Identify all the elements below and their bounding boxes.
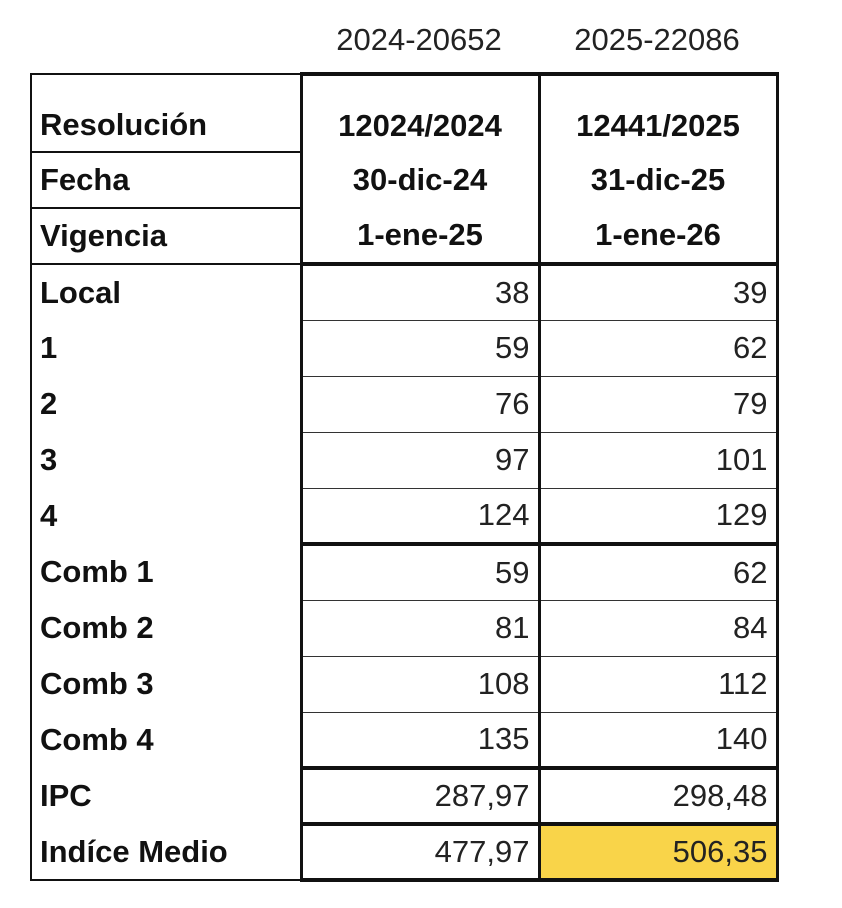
value-cell[interactable]: 76 (299, 376, 541, 433)
value-cell[interactable]: 84 (537, 600, 779, 657)
row-label: Local (30, 264, 301, 320)
value-cell[interactable]: 140 (537, 712, 779, 770)
header-cell[interactable]: 1-ene-25 (299, 208, 541, 264)
row-label: Comb 3 (30, 656, 301, 712)
table-row: 2 76 79 (30, 376, 779, 433)
value-cell[interactable]: 298,48 (537, 766, 779, 826)
value-cell[interactable]: 97 (299, 432, 541, 489)
table-row: Comb 4 135 140 (30, 712, 779, 770)
header-label: Fecha (30, 152, 301, 209)
table-row: 4 124 129 (30, 488, 779, 546)
header-row: Resolución 12024/2024 12441/2025 (30, 72, 779, 153)
table-row: IPC 287,97 298,48 (30, 766, 779, 826)
value-cell[interactable]: 129 (537, 488, 779, 546)
row-label: Comb 4 (30, 712, 301, 768)
table-row: Local 38 39 (30, 262, 779, 321)
header-label: Resolución (30, 73, 301, 153)
column-codes: 2024-20652 2025-22086 (300, 22, 776, 58)
row-label: Indíce Medio (30, 824, 301, 881)
tariff-table: Resolución 12024/2024 12441/2025 Fecha 30-di… (30, 72, 779, 882)
value-cell[interactable]: 79 (537, 376, 779, 433)
value-cell[interactable]: 62 (537, 542, 779, 601)
value-cell[interactable]: 506,35 (537, 822, 779, 882)
value-cell[interactable]: 59 (299, 542, 541, 601)
header-cell[interactable]: 12024/2024 (299, 72, 541, 152)
header-row: Vigencia 1-ene-25 1-ene-26 (30, 208, 779, 265)
header-cell[interactable]: 31-dic-25 (537, 152, 779, 208)
value-cell[interactable]: 287,97 (299, 766, 541, 826)
row-label: 1 (30, 320, 301, 376)
value-cell[interactable]: 108 (299, 656, 541, 713)
value-cell[interactable]: 135 (299, 712, 541, 770)
row-label: 4 (30, 488, 301, 544)
table-row: Comb 3 108 112 (30, 656, 779, 713)
row-label: 3 (30, 432, 301, 488)
row-label: Comb 1 (30, 544, 301, 600)
value-cell[interactable]: 39 (537, 262, 779, 321)
value-cell[interactable]: 38 (299, 262, 541, 321)
row-label: 2 (30, 376, 301, 432)
row-label: IPC (30, 768, 301, 824)
value-cell[interactable]: 62 (537, 320, 779, 377)
table-row: Indíce Medio 477,97 506,35 (30, 822, 779, 882)
value-cell[interactable]: 81 (299, 600, 541, 657)
header-cell[interactable]: 1-ene-26 (537, 208, 779, 264)
value-cell[interactable]: 124 (299, 488, 541, 546)
header-cell[interactable]: 30-dic-24 (299, 152, 541, 208)
header-row: Fecha 30-dic-24 31-dic-25 (30, 152, 779, 209)
column-code-2025: 2025-22086 (574, 22, 740, 57)
column-code-2024: 2024-20652 (336, 22, 502, 57)
table-row: Comb 2 81 84 (30, 600, 779, 657)
header-label: Vigencia (30, 208, 301, 265)
value-cell[interactable]: 112 (537, 656, 779, 713)
value-cell[interactable]: 477,97 (299, 822, 541, 882)
table-row: 1 59 62 (30, 320, 779, 377)
table-row: 3 97 101 (30, 432, 779, 489)
header-cell[interactable]: 12441/2025 (537, 72, 779, 152)
value-cell[interactable]: 101 (537, 432, 779, 489)
table-row: Comb 1 59 62 (30, 542, 779, 601)
value-cell[interactable]: 59 (299, 320, 541, 377)
row-label: Comb 2 (30, 600, 301, 656)
